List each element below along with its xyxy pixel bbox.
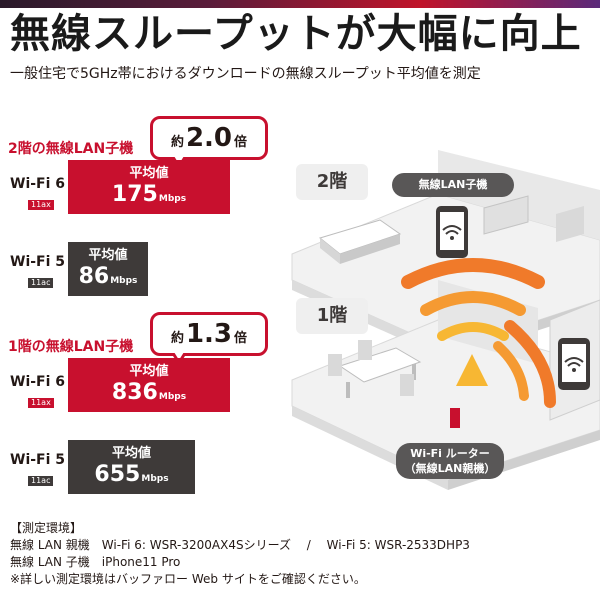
table-leg xyxy=(412,364,416,380)
wave-arc-inner-up xyxy=(437,322,509,341)
table-leg xyxy=(346,382,350,398)
smartphone-icon xyxy=(436,206,468,258)
env-note: ※詳しい測定環境はバッファロー Web サイトをご確認ください。 xyxy=(10,572,366,586)
client-device-label: 無線LAN子機 xyxy=(392,173,514,197)
ratio-value: 2.0 xyxy=(185,123,233,153)
page-title: 無線スループットが大幅に向上 xyxy=(10,11,582,57)
bar-value: 655 xyxy=(94,462,141,487)
ratio-callout-floor1: 約1.3 倍 xyxy=(150,312,268,365)
series-label-wifi5-floor1: Wi-Fi 5 11ac xyxy=(10,452,66,487)
standard-badge: 11ax xyxy=(28,398,54,408)
bar-wifi5-floor2: 平均値 86Mbps xyxy=(68,242,148,296)
wifi-wave-icon xyxy=(401,258,556,408)
bar-value: 836 xyxy=(111,380,158,405)
bar-unit: Mbps xyxy=(158,392,187,402)
bar-caption: 平均値 xyxy=(111,446,151,461)
standard-badge: 11ac xyxy=(28,476,54,486)
bar-caption: 平均値 xyxy=(129,166,169,181)
ratio-value: 1.3 xyxy=(185,319,233,349)
bed-side xyxy=(320,238,340,264)
router-label-line2: （無線LAN親機） xyxy=(404,462,496,475)
wave-arc-outer-up xyxy=(401,258,545,289)
page-subtitle: 一般住宅で5GHz帯におけるダウンロードの無線スループット平均値を測定 xyxy=(10,66,481,82)
wave-center xyxy=(456,354,488,386)
dining-table xyxy=(338,347,422,383)
env-line2: 無線 LAN 子機 iPhone11 Pro xyxy=(10,555,181,569)
chair xyxy=(358,340,372,360)
bar-caption: 平均値 xyxy=(88,248,128,263)
floor2-label: 2階 xyxy=(296,164,368,200)
group-label-floor1: 1階の無線LAN子機 xyxy=(8,339,134,355)
ratio-prefix: 約 xyxy=(170,135,184,150)
wave-arc-mid-right xyxy=(493,341,529,401)
router-label-line1: Wi-Fi ルーター xyxy=(410,447,490,460)
chair xyxy=(328,354,342,376)
env-line1: 無線 LAN 親機 Wi-Fi 6: WSR-3200AX4Sシリーズ / Wi… xyxy=(10,538,470,552)
floor1-label: 1階 xyxy=(296,298,368,334)
bar-value: 175 xyxy=(111,182,158,207)
bar-wifi6-floor2: 平均値 175Mbps xyxy=(68,160,230,214)
wave-arc-outer-right xyxy=(504,320,556,408)
wave-arc-mid-up xyxy=(420,291,526,316)
ratio-prefix: 約 xyxy=(170,331,184,346)
stair-top xyxy=(556,206,584,242)
chair xyxy=(400,374,414,396)
wifi-name: Wi-Fi 6 xyxy=(10,176,66,192)
bed-front xyxy=(340,234,400,264)
wifi-name: Wi-Fi 6 xyxy=(10,374,66,390)
bar-unit: Mbps xyxy=(141,474,169,484)
series-label-wifi6-floor2: Wi-Fi 6 11ax xyxy=(10,176,66,211)
bar-value: 86 xyxy=(78,264,110,289)
ratio-callout-floor2: 約2.0 倍 xyxy=(150,116,268,169)
ratio-suffix: 倍 xyxy=(234,331,248,346)
env-heading: 【測定環境】 xyxy=(10,521,83,535)
wifi-router-icon xyxy=(450,408,460,428)
group-label-floor2: 2階の無線LAN子機 xyxy=(8,141,134,157)
top-gradient-strip xyxy=(0,0,600,8)
bar-unit: Mbps xyxy=(110,276,138,286)
smartphone-icon xyxy=(558,338,590,390)
standard-badge: 11ac xyxy=(28,278,54,288)
ratio-suffix: 倍 xyxy=(234,135,248,150)
bar-caption: 平均値 xyxy=(129,364,169,379)
series-label-wifi6-floor1: Wi-Fi 6 11ax xyxy=(10,374,66,409)
series-label-wifi5-floor2: Wi-Fi 5 11ac xyxy=(10,254,66,289)
wifi-name: Wi-Fi 5 xyxy=(10,452,66,468)
bar-unit: Mbps xyxy=(158,194,187,204)
bar-wifi5-floor1: 平均値 655Mbps xyxy=(68,440,195,494)
standard-badge: 11ax xyxy=(28,200,54,210)
shelf xyxy=(483,195,529,235)
measurement-environment: 【測定環境】 無線 LAN 親機 Wi-Fi 6: WSR-3200AX4Sシリ… xyxy=(10,520,590,588)
router-label: Wi-Fi ルーター （無線LAN親機） xyxy=(396,443,504,479)
house-illustration xyxy=(291,150,600,490)
bar-wifi6-floor1: 平均値 836Mbps xyxy=(68,358,230,412)
wifi-name: Wi-Fi 5 xyxy=(10,254,66,270)
